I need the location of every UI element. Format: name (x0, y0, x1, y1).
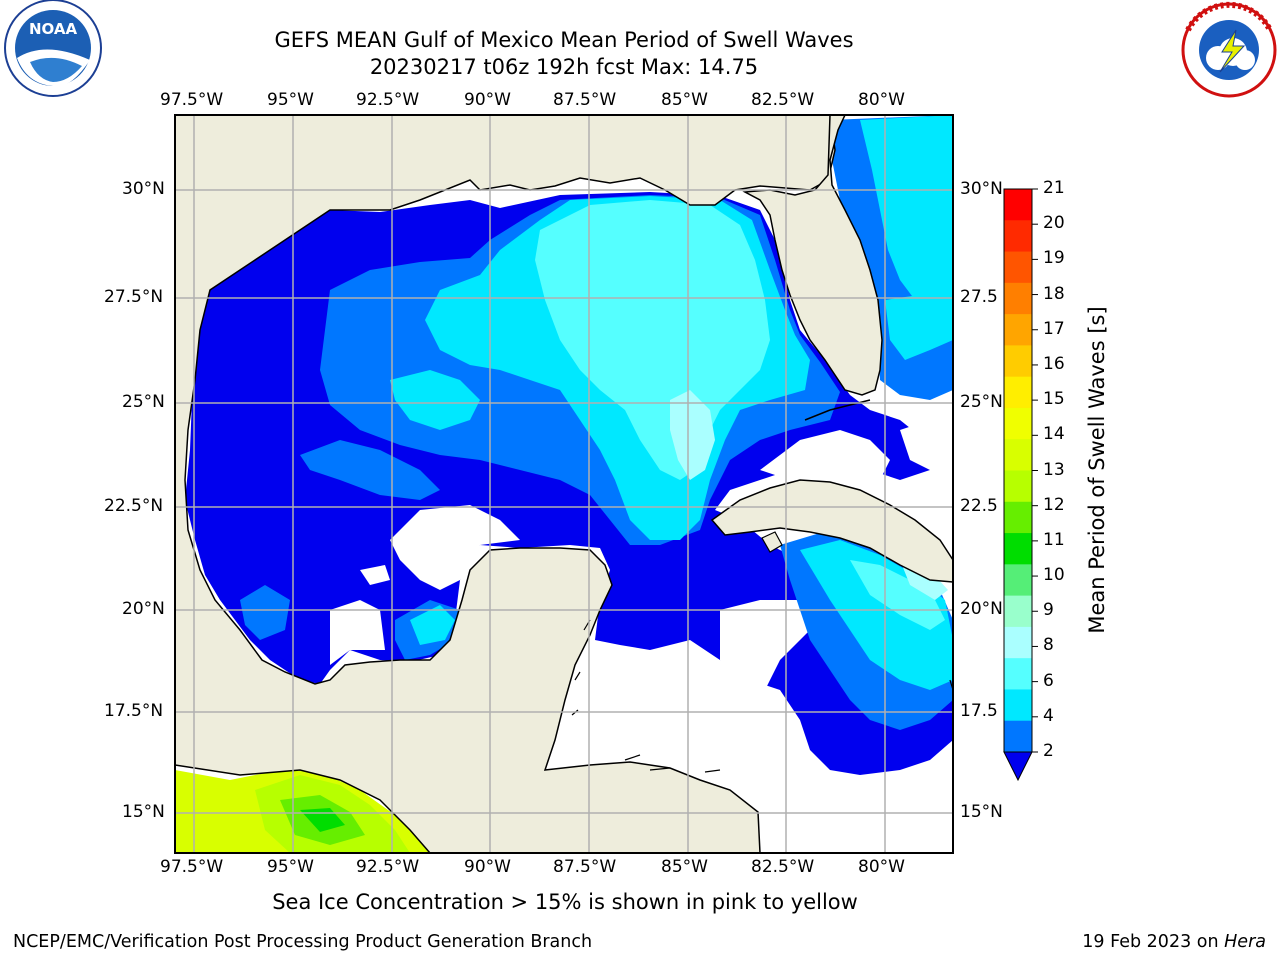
colorbar-tick-label: 21 (1043, 178, 1065, 198)
colorbar-segment (1004, 251, 1032, 284)
colorbar-tick-label: 18 (1043, 283, 1065, 304)
colorbar-tick-label: 17 (1043, 318, 1065, 339)
lon-label-bottom: 97.5°W (160, 857, 224, 877)
map-frame (174, 114, 954, 854)
footer-credit: NCEP/EMC/Verification Post Processing Pr… (13, 932, 593, 952)
lon-label-top: 80°W (858, 90, 905, 110)
colorbar-segment (1004, 564, 1032, 597)
wave-period-9 (670, 390, 715, 480)
map-gridlines (175, 115, 953, 853)
lon-label-top: 90°W (464, 90, 511, 110)
colorbar-tick-label: 9 (1043, 600, 1054, 621)
lon-label-bottom: 95°W (267, 857, 314, 877)
land-cuba (710, 479, 953, 583)
lat-label-right: 30°N (960, 179, 1003, 199)
colorbar-segment (1004, 626, 1032, 659)
colorbar-tick-label: 10 (1043, 565, 1065, 586)
land-florida (742, 115, 883, 396)
land-mexico-us (175, 115, 836, 853)
lat-label-right: 20°N (960, 599, 1003, 619)
colorbar-segment (1004, 658, 1032, 690)
colorbar (1003, 188, 1038, 782)
chart-subtitle: 20230217 t06z 192h fcst Max: 14.75 (369, 55, 759, 79)
footer-date: 19 Feb 2023 on Hera (1082, 932, 1266, 952)
colorbar-segment (1004, 595, 1032, 628)
lon-label-bottom: 90°W (464, 857, 511, 877)
footer-host: Hera (1224, 932, 1266, 952)
colorbar-tick-label: 16 (1043, 353, 1065, 374)
colorbar-segment (1004, 439, 1032, 471)
colorbar-segment (1004, 501, 1032, 534)
colorbar-tick-label: 8 (1043, 635, 1054, 656)
colorbar-tick-label: 12 (1043, 494, 1065, 515)
lon-label-bottom: 87.5°W (553, 857, 617, 877)
lat-label-left: 20°N (122, 599, 165, 619)
lon-label-bottom: 80°W (858, 857, 905, 877)
colorbar-tick-label: 2 (1043, 741, 1054, 761)
noaa-logo: NOAA (4, 0, 102, 97)
noaa-logo-text: NOAA (29, 20, 78, 38)
lat-label-left: 22.5°N (104, 496, 164, 516)
colorbar-segment (1004, 314, 1032, 346)
lat-label-left: 17.5°N (104, 701, 164, 721)
colorbar-tick-label: 13 (1043, 459, 1065, 480)
lon-label-top: 97.5°W (160, 90, 224, 110)
colorbar-segment (1004, 407, 1032, 440)
colorbar-tick-label: 15 (1043, 389, 1065, 410)
colorbar-segment (1004, 220, 1032, 253)
lat-label-right: 15°N (960, 802, 1003, 822)
lon-label-bottom: 85°W (661, 857, 708, 877)
colorbar-segment (1004, 720, 1032, 753)
colorbar-tick-label: 4 (1043, 705, 1054, 726)
colorbar-extend-triangle (1003, 751, 1033, 782)
lon-label-top: 95°W (267, 90, 314, 110)
lon-label-top: 85°W (661, 90, 708, 110)
colorbar-tick-label: 11 (1043, 529, 1065, 550)
colorbar-segment (1004, 689, 1032, 722)
lon-label-top: 82.5°W (751, 90, 815, 110)
colorbar-segment (1004, 376, 1032, 409)
lat-label-right: 17.5 (960, 701, 998, 721)
colorbar-title: Mean Period of Swell Waves [s] (1085, 306, 1109, 634)
lat-label-left: 25°N (122, 392, 165, 412)
colorbar-tick-label: 6 (1043, 670, 1054, 691)
lat-label-left: 30°N (122, 179, 165, 199)
lon-label-bottom: 92.5°W (356, 857, 420, 877)
colorbar-segment (1004, 189, 1032, 221)
lon-label-top: 87.5°W (553, 90, 617, 110)
lat-label-left: 15°N (122, 802, 165, 822)
colorbar-tick-label: 20 (1043, 213, 1065, 234)
nws-logo (1181, 1, 1277, 98)
wave-period-8 (535, 200, 770, 480)
colorbar-segment (1004, 470, 1032, 503)
colorbar-tick-label: 19 (1043, 248, 1065, 269)
chart-title: GEFS MEAN Gulf of Mexico Mean Period of … (274, 28, 854, 52)
colorbar-tick-label: 14 (1043, 424, 1065, 445)
colorbar-segment (1004, 282, 1032, 315)
footer-date-text: 19 Feb 2023 on (1082, 932, 1225, 952)
colorbar-segment (1004, 345, 1032, 378)
lon-label-bottom: 82.5°W (751, 857, 815, 877)
lat-label-right: 25°N (960, 392, 1003, 412)
lat-label-right: 27.5 (960, 287, 998, 307)
lon-label-top: 92.5°W (356, 90, 420, 110)
sea-ice-note: Sea Ice Concentration > 15% is shown in … (272, 890, 858, 914)
lat-label-right: 22.5 (960, 496, 998, 516)
colorbar-segment (1004, 533, 1032, 565)
lat-label-left: 27.5°N (104, 287, 164, 307)
